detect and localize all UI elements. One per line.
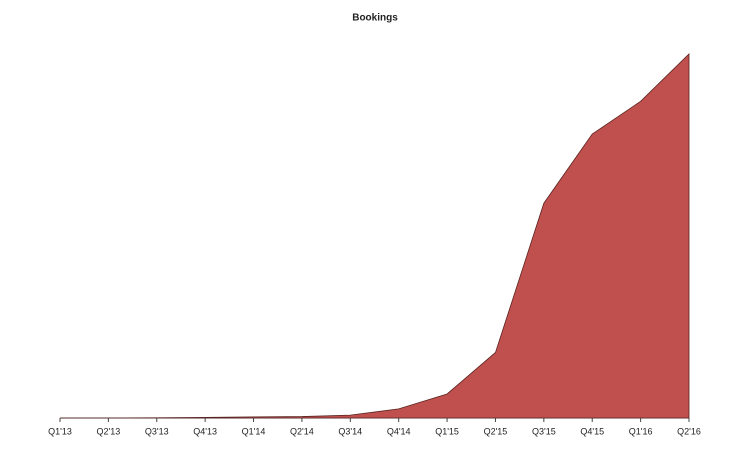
- x-tick-label: Q3'14: [338, 426, 362, 436]
- x-tick-label: Q4'13: [193, 426, 217, 436]
- x-tick-label: Q4'14: [387, 426, 411, 436]
- x-tick-label: Q1'15: [435, 426, 459, 436]
- x-tick-label: Q2'16: [677, 426, 701, 436]
- x-tick-label: Q2'13: [97, 426, 121, 436]
- x-tick-label: Q3'15: [532, 426, 556, 436]
- x-tick-label: Q1'16: [629, 426, 653, 436]
- x-tick-label: Q1'14: [242, 426, 266, 436]
- x-tick-label: Q4'15: [580, 426, 604, 436]
- chart-title: Bookings: [352, 13, 398, 24]
- x-tick-label: Q1'13: [48, 426, 72, 436]
- x-tick-label: Q2'14: [290, 426, 314, 436]
- x-tick-label: Q3'13: [145, 426, 169, 436]
- area: [60, 53, 690, 419]
- x-tick-label: Q2'15: [484, 426, 508, 436]
